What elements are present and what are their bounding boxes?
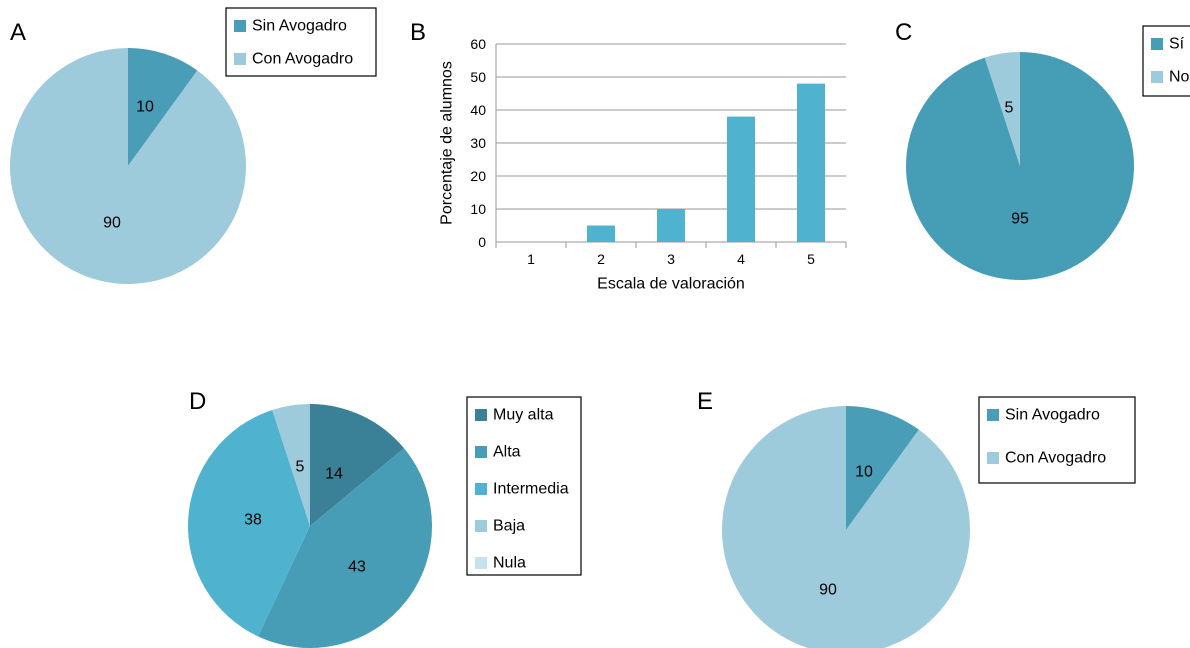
legend-box <box>1142 25 1190 97</box>
legend-label: Sin Avogadro <box>1005 407 1100 424</box>
legend-label: No <box>1169 69 1190 86</box>
panel-letter-e: E <box>697 388 713 415</box>
bar-chart-b: B 0 10 20 30 40 50 60 1 2 3 4 5 Escala de valoración P… <box>410 19 847 293</box>
slice-value-label: 90 <box>103 215 121 232</box>
x-tick-label: 1 <box>527 251 535 267</box>
pie-chart-e: E 10 90 Sin Avogadro Con Avogadro <box>697 388 1136 648</box>
bar <box>797 83 825 242</box>
legend-swatch <box>475 483 487 495</box>
x-tick-label: 5 <box>807 251 815 267</box>
bar <box>727 116 755 242</box>
slice-value-label: 43 <box>348 559 366 576</box>
pie-slice <box>128 48 198 166</box>
legend-swatch <box>234 20 246 32</box>
y-tick-label: 60 <box>470 36 486 52</box>
pie-slice <box>258 448 432 648</box>
legend-swatch <box>475 557 487 569</box>
y-tick-label: 10 <box>470 201 486 217</box>
legend-label: Intermedia <box>493 481 569 498</box>
legend-swatch <box>475 446 487 458</box>
pie-slice <box>310 404 404 526</box>
slice-value-label: 5 <box>296 459 305 476</box>
bar <box>587 225 615 242</box>
legend-swatch <box>475 520 487 532</box>
legend-label: Con Avogadro <box>252 51 353 68</box>
pie-slice <box>846 406 919 530</box>
panel-letter-c: C <box>895 19 912 46</box>
legend-label: Baja <box>493 518 525 535</box>
legend-swatch <box>987 409 999 421</box>
y-tick-label: 30 <box>470 135 486 151</box>
y-tick-label: 50 <box>470 69 486 85</box>
y-tick-label: 40 <box>470 102 486 118</box>
x-axis-title: Escala de valoración <box>597 276 745 293</box>
pie-chart-a: A 10 90 Sin Avogadro Con Avogadro <box>9 7 377 284</box>
y-axis-title: Porcentaje de alumnos <box>439 61 456 225</box>
panel-letter-d: D <box>189 388 206 415</box>
pie-chart-d: D 14 43 38 5 Muy alta Alta Intermedia Baja Nula <box>187 388 582 648</box>
legend-swatch <box>1151 38 1163 50</box>
pie-slice <box>272 403 310 526</box>
legend: Sí No <box>1142 25 1190 97</box>
legend-swatch <box>987 452 999 464</box>
legend-label: Muy alta <box>493 407 554 424</box>
slice-value-label: 90 <box>819 582 837 599</box>
legend-label: Nula <box>493 555 526 572</box>
legend: Sin Avogadro Con Avogadro <box>225 7 377 77</box>
legend-box <box>978 396 1136 484</box>
bar <box>657 209 685 242</box>
slice-value-label: 14 <box>325 466 343 483</box>
pie-slice <box>905 52 1134 280</box>
legend-swatch <box>1151 71 1163 83</box>
slice-value-label: 95 <box>1011 211 1029 228</box>
slice-value-label: 38 <box>244 512 262 529</box>
pie-slice <box>187 409 310 637</box>
legend-label: Alta <box>493 444 521 461</box>
legend-label: Sin Avogadro <box>252 18 347 35</box>
panel-letter-b: B <box>410 19 426 46</box>
legend-swatch <box>234 53 246 65</box>
panel-letter-a: A <box>10 19 26 46</box>
y-tick-label: 20 <box>470 168 486 184</box>
x-tick-label: 4 <box>737 251 745 267</box>
pie-chart-c: C 95 5 Sí No <box>895 19 1190 280</box>
slice-value-label: 10 <box>855 464 873 481</box>
legend-swatch <box>475 409 487 421</box>
legend-box <box>225 7 377 77</box>
legend-label: Sí <box>1169 36 1185 53</box>
slice-value-label: 10 <box>136 99 154 116</box>
pie-slice <box>9 48 246 284</box>
pie-slice <box>722 406 970 648</box>
legend: Muy alta Alta Intermedia Baja Nula <box>466 396 582 576</box>
y-tick-label: 0 <box>478 234 486 250</box>
x-tick-label: 2 <box>597 251 605 267</box>
pie-slice <box>984 52 1020 166</box>
legend: Sin Avogadro Con Avogadro <box>978 396 1136 484</box>
x-tick-label: 3 <box>667 251 675 267</box>
slice-value-label: 5 <box>1005 100 1014 117</box>
legend-label: Con Avogadro <box>1005 450 1106 467</box>
